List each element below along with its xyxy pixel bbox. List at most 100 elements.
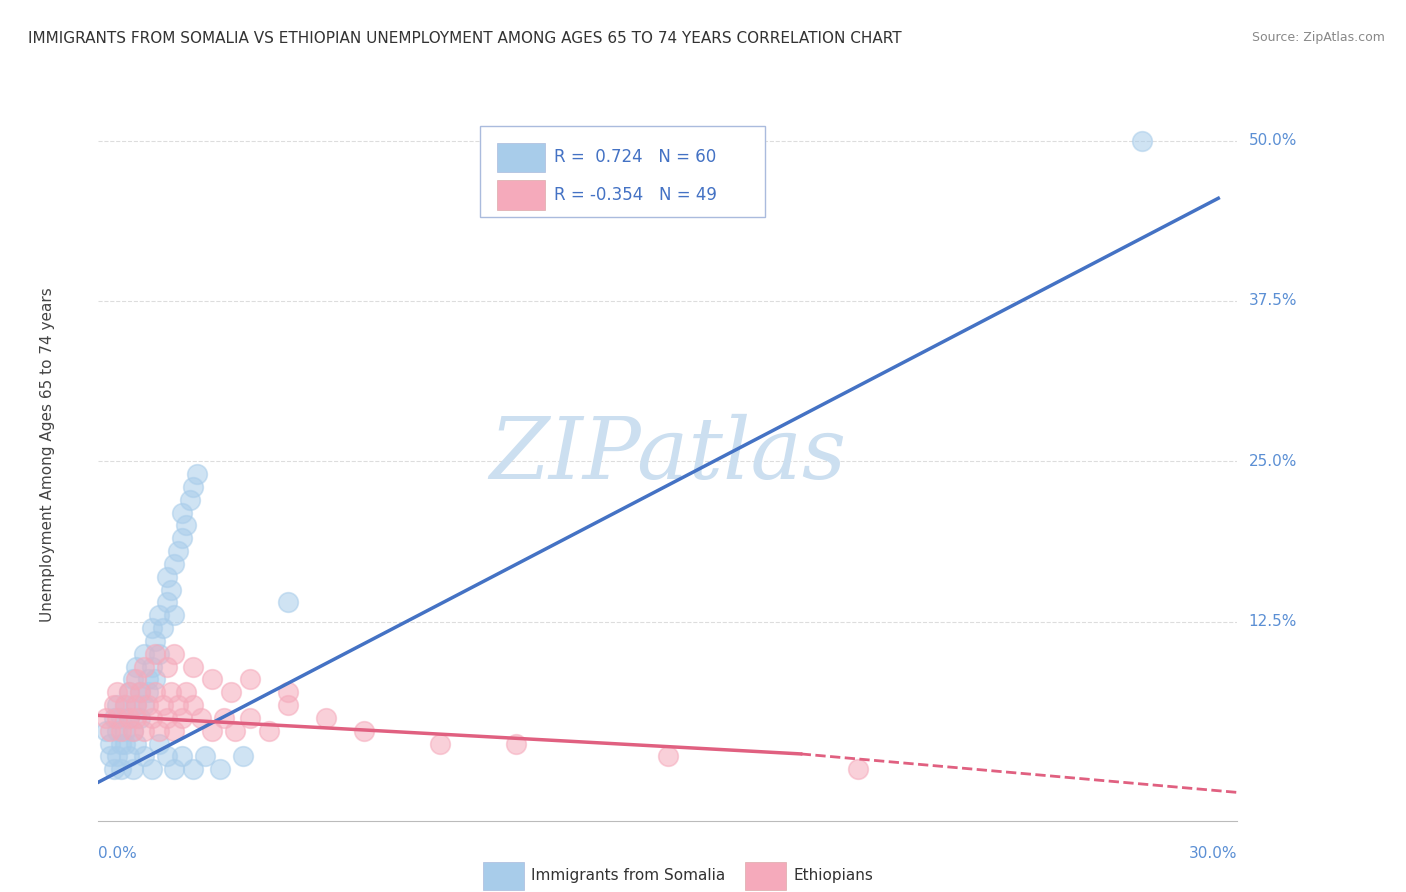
Point (159, 582, 181, 597)
Point (107, 723, 129, 738)
Point (118, 685, 141, 699)
Point (167, 544, 190, 558)
Point (125, 698, 148, 713)
Point (132, 723, 155, 738)
Point (125, 673, 148, 687)
Text: IMMIGRANTS FROM SOMALIA VS ETHIOPIAN UNEMPLOYMENT AMONG AGES 65 TO 74 YEARS CORR: IMMIGRANTS FROM SOMALIA VS ETHIOPIAN UNE… (28, 31, 901, 46)
Point (429, 737, 451, 751)
Point (277, 698, 299, 713)
Point (110, 711, 132, 725)
Point (148, 647, 170, 661)
Point (183, 698, 205, 713)
FancyBboxPatch shape (498, 180, 546, 210)
Point (186, 467, 208, 482)
Point (141, 621, 163, 635)
Point (145, 673, 167, 687)
Point (114, 698, 136, 713)
Point (353, 723, 375, 738)
Point (163, 723, 186, 738)
Point (170, 506, 193, 520)
Point (174, 685, 197, 699)
Point (114, 723, 136, 738)
Text: R = -0.354   N = 49: R = -0.354 N = 49 (554, 186, 717, 204)
Point (163, 762, 186, 776)
Point (156, 659, 179, 673)
Point (156, 711, 179, 725)
Point (277, 685, 299, 699)
FancyBboxPatch shape (484, 863, 524, 890)
Text: 37.5%: 37.5% (1249, 293, 1296, 309)
Point (107, 698, 129, 713)
Point (156, 749, 179, 764)
Point (183, 659, 205, 673)
Text: 0.0%: 0.0% (98, 846, 138, 861)
Point (846, 762, 869, 776)
Point (194, 749, 217, 764)
Point (141, 659, 163, 673)
Point (121, 723, 143, 738)
Point (107, 749, 129, 764)
Text: ZIPatlas: ZIPatlas (489, 414, 846, 496)
Point (98, 749, 121, 764)
Point (94, 711, 117, 725)
Point (129, 685, 152, 699)
Point (125, 659, 148, 673)
Text: Source: ZipAtlas.com: Source: ZipAtlas.com (1251, 31, 1385, 45)
Point (98, 737, 121, 751)
Point (156, 570, 179, 584)
Point (132, 698, 155, 713)
Point (152, 698, 174, 713)
Text: 25.0%: 25.0% (1249, 454, 1296, 469)
Point (183, 762, 205, 776)
Point (170, 749, 193, 764)
Point (110, 762, 132, 776)
Point (125, 698, 148, 713)
Point (148, 723, 170, 738)
Point (170, 711, 193, 725)
Point (190, 711, 212, 725)
Point (136, 673, 159, 687)
Point (136, 698, 159, 713)
Point (183, 480, 205, 494)
Point (107, 711, 129, 725)
Point (114, 698, 136, 713)
Point (103, 762, 125, 776)
Point (118, 749, 141, 764)
Point (121, 762, 143, 776)
Point (224, 723, 246, 738)
Point (1132, 134, 1154, 148)
Text: 30.0%: 30.0% (1189, 846, 1237, 861)
Point (239, 673, 262, 687)
Point (129, 711, 152, 725)
Point (118, 685, 141, 699)
Point (277, 595, 299, 609)
Point (107, 685, 129, 699)
Point (239, 711, 262, 725)
Point (232, 749, 254, 764)
Point (103, 698, 125, 713)
Point (315, 711, 337, 725)
Point (179, 492, 201, 507)
Point (110, 723, 132, 738)
Point (152, 621, 174, 635)
Point (125, 711, 148, 725)
FancyBboxPatch shape (479, 126, 765, 218)
FancyBboxPatch shape (498, 143, 546, 172)
Point (259, 723, 281, 738)
Point (125, 737, 148, 751)
Point (129, 685, 152, 699)
Point (118, 711, 141, 725)
Point (141, 711, 163, 725)
Point (212, 711, 235, 725)
Text: 50.0%: 50.0% (1249, 133, 1296, 148)
Point (114, 737, 136, 751)
Point (201, 673, 224, 687)
Point (103, 711, 125, 725)
Point (167, 698, 190, 713)
Point (145, 634, 167, 648)
Point (145, 647, 167, 661)
Point (136, 685, 159, 699)
Point (94, 723, 117, 738)
Point (132, 659, 155, 673)
Point (148, 737, 170, 751)
